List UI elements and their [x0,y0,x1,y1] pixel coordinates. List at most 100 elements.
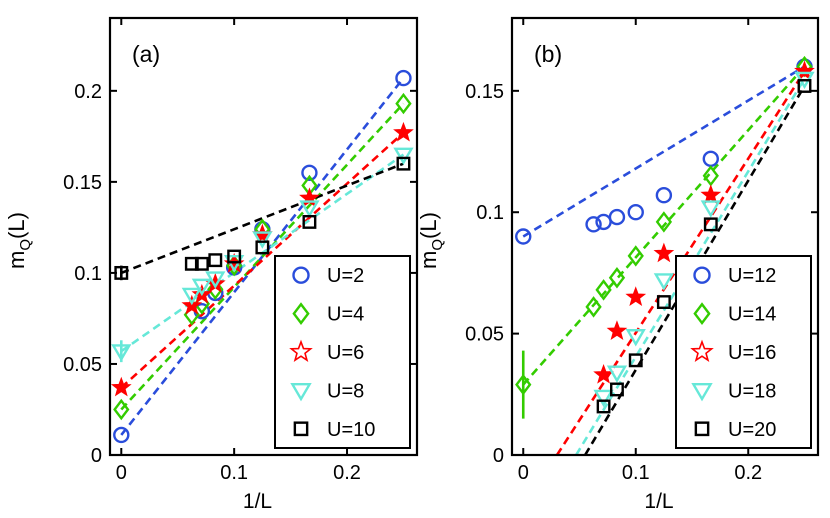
data-point [595,279,612,301]
panel-a: 0 0.1 0.200.050.10.150.21/LmQ(L)(a)U=2U=4U… [4,16,419,513]
data-point [593,364,614,384]
data-point [395,69,412,87]
legend-label: U=10 [327,419,375,441]
y-tick-label: 0.15 [63,172,102,194]
data-point [110,376,132,397]
data-point [703,217,718,232]
legend-label: U=14 [728,304,776,326]
legend-marker [292,302,310,325]
data-point [656,295,671,309]
data-point [255,240,270,255]
data-point [596,399,611,414]
legend-marker [290,382,312,402]
panel-b: 0 0.1 0.200.050.10.151/LmQ(L)(b)U=12U=14U=… [416,16,820,513]
data-point [111,344,132,362]
data-point [396,156,411,171]
legend-label: U=6 [327,342,364,364]
data-point [625,286,647,306]
legend-marker [292,266,310,284]
data-point [205,271,226,289]
legend-label: U=20 [728,419,776,441]
data-point [184,256,199,271]
x-axis-label: 1/L [644,490,673,513]
data-point [606,365,628,383]
data-markers [515,55,815,419]
y-tick-label: 0.1 [74,263,102,285]
data-point [395,92,412,115]
legend-marker [693,266,711,284]
legend-box [274,255,411,449]
y-tick-label: 0.15 [465,81,504,103]
data-point [627,204,644,221]
legend-marker [690,339,714,363]
data-point [113,426,130,444]
fit-line-u-10 [120,162,404,275]
y-tick-label: 0 [91,445,102,467]
x-axis-label: 1/L [243,490,272,513]
data-point [585,216,602,233]
y-axis-label-main: m [4,251,29,269]
y-axis-label-sub: Q [17,239,34,251]
y-axis-label-main: m [416,251,441,269]
data-point [653,273,675,291]
axes-frame [108,16,419,457]
data-point [301,164,318,181]
y-axis-label: mQ(L) [416,212,446,269]
y-tick-label: 0.05 [465,324,504,346]
data-point [655,187,673,204]
data-markers [110,69,414,444]
legend-label: U=18 [728,380,776,402]
legend-label: U=2 [327,265,364,287]
fit-line-u-18 [575,78,806,455]
legend-marker [691,382,713,402]
legend: U=2 U=4 U=6 U=8 U=10 [274,255,411,449]
y-tick-label: 0.2 [74,81,102,103]
data-point [252,231,273,249]
legend-label: U=12 [728,265,776,287]
x-tick-label: 0.2 [333,462,361,484]
x-tick-label: 0.2 [734,462,762,484]
data-point [627,245,644,267]
legend-marker [293,421,309,437]
legend: U=12 U=14 U=16 U=18 U=20 [675,255,812,449]
data-point [302,214,317,229]
x-tick-label: 0.1 [220,462,248,484]
y-tick-label: 0 [493,445,504,467]
legend-marker [693,302,711,325]
data-point [700,184,722,205]
data-point [113,398,130,421]
axes-frame [510,16,820,457]
data-point [628,353,643,368]
x-tick-label: 0 [518,462,529,484]
data-point [655,211,673,233]
panel-label: (a) [132,41,160,67]
y-tick-label: 0.05 [63,354,102,376]
data-point [700,200,721,218]
data-point [702,150,719,168]
x-tick-label: 0 [116,462,127,484]
legend-marker [694,421,710,437]
data-point [606,320,628,340]
y-axis-label-suffix: (L) [416,212,441,239]
fit-line-u-14 [522,65,806,386]
legend-label: U=16 [728,342,776,364]
data-point [515,228,532,245]
legend-label: U=8 [327,380,364,402]
y-tick-label: 0.1 [476,202,504,224]
legend-box [675,255,812,449]
data-point [393,147,414,165]
data-point [191,278,213,297]
data-point [181,287,202,306]
panel-label: (b) [534,41,562,67]
fit-line-u-4 [120,102,405,411]
data-point [585,296,602,318]
data-point [515,373,532,396]
data-point [794,60,815,81]
legend-label: U=4 [327,304,364,326]
y-axis-label-suffix: (L) [4,212,29,239]
x-tick-label: 0.1 [622,462,650,484]
data-point [608,267,626,289]
data-point [610,382,624,397]
data-point [653,242,675,263]
y-axis-label-sub: Q [429,239,446,251]
